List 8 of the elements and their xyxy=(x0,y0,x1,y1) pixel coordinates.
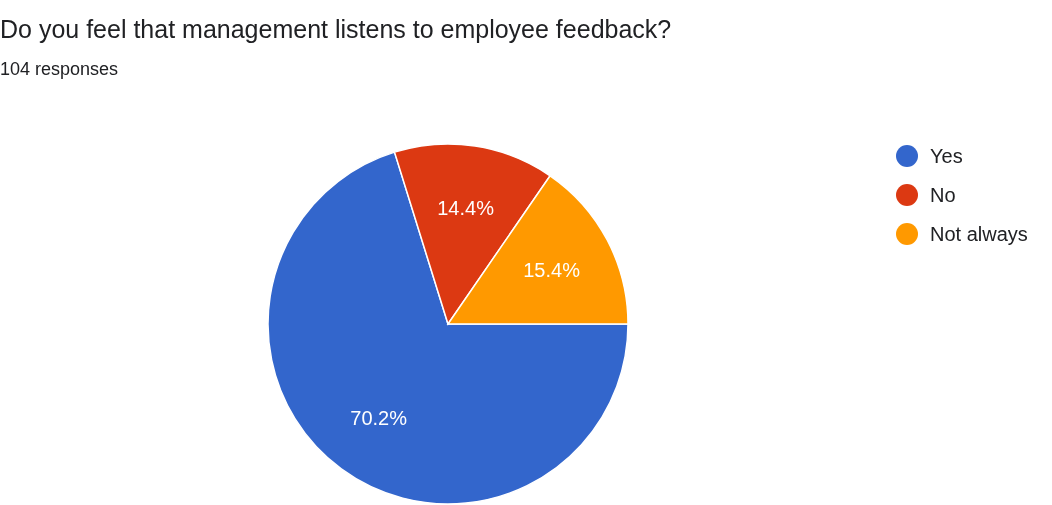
text: 104 responses xyxy=(0,59,119,79)
legend-label: Yes xyxy=(930,145,963,167)
legend-label: No xyxy=(930,184,956,206)
data-label: 15.4% xyxy=(523,258,581,281)
chart-title: Do you feel that management listens to employee feedback? xyxy=(0,15,672,43)
data-label: 70.2% xyxy=(350,407,408,430)
data-label: 14.4% xyxy=(437,197,495,220)
legend-label: Not always xyxy=(930,223,1028,245)
